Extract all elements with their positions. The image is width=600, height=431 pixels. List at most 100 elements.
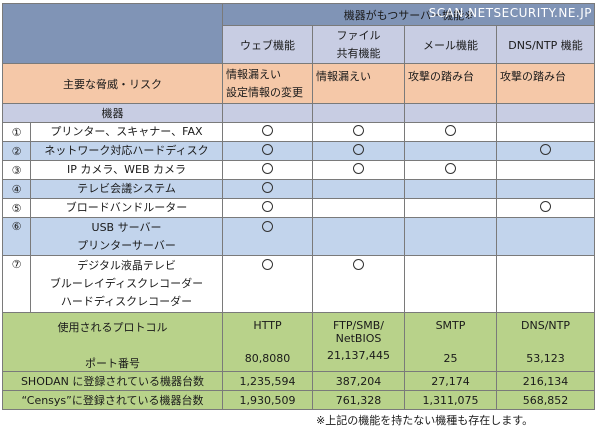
protocol-port-label: 使用されるプロトコル ポート番号 — [2, 312, 223, 372]
server-function-table: 機器がもつサーバー機能※ ウェブ機能 ファイル 共有機能 メール機能 DNS/N… — [2, 3, 596, 410]
server-function-group-header: 機器がもつサーバー機能※ — [221, 3, 596, 26]
device-mail-cell — [404, 160, 497, 180]
shodan-row: SHODAN に登録されている機器台数 1,235,594 387,204 27… — [2, 371, 596, 391]
circle-mark-icon — [262, 182, 273, 193]
protocol-mail-cell: SMTP 25 — [404, 312, 497, 372]
device-name-line: ネットワーク対応ハードディスク — [44, 144, 209, 157]
circle-mark-icon — [262, 259, 273, 270]
col-header-dns: DNS/NTP 機能 — [495, 25, 596, 64]
device-dns-cell — [495, 141, 596, 161]
header-group-row: 機器がもつサーバー機能※ — [2, 3, 596, 64]
devices-header: 機器 — [2, 103, 223, 123]
device-number: ⑥ — [2, 217, 31, 256]
device-name-line: USB サーバー — [91, 220, 162, 234]
device-row: ② ネットワーク対応ハードディスク — [2, 141, 596, 161]
circle-mark-icon — [353, 163, 364, 174]
device-file-cell — [312, 179, 405, 199]
censys-web: 1,930,509 — [222, 390, 313, 410]
device-file-cell — [312, 198, 405, 218]
device-dns-cell — [495, 198, 596, 218]
device-dns-cell — [495, 255, 596, 313]
device-web-cell — [222, 160, 313, 180]
devices-header-blank-file — [312, 103, 405, 123]
header-column-row: ウェブ機能 ファイル 共有機能 メール機能 DNS/NTP 機能 — [3, 25, 596, 64]
censys-label: “Censys”に登録されている機器台数 — [2, 390, 223, 410]
shodan-mail: 27,174 — [404, 371, 497, 391]
device-name: デジタル液晶テレビ ブルーレイディスクレコーダー ハードディスクレコーダー — [30, 255, 223, 313]
circle-mark-icon — [262, 163, 273, 174]
device-file-cell — [312, 255, 405, 313]
device-mail-cell — [404, 217, 497, 256]
footnote: ※上記の機能を持たない機種も存在します。 — [316, 414, 534, 427]
protocol-label: 使用されるプロトコル — [57, 321, 168, 334]
device-web-cell — [222, 255, 313, 313]
threats-row: 主要な脅威・リスク 情報漏えい 設定情報の変更 情報漏えい 攻撃の踏み台 攻撃の… — [2, 63, 596, 104]
device-number: ⑤ — [2, 198, 31, 218]
protocol-file-cell: FTP/SMB/ NetBIOS 21,137,445 — [312, 312, 405, 372]
device-mail-cell — [404, 122, 497, 142]
circle-mark-icon — [540, 144, 552, 155]
device-web-cell — [222, 198, 313, 218]
device-name: ネットワーク対応ハードディスク — [30, 141, 223, 161]
device-mail-cell — [404, 141, 497, 161]
device-dns-cell — [495, 179, 596, 199]
devices-header-blank-mail — [404, 103, 497, 123]
port-mail: 25 — [443, 352, 458, 365]
threats-label: 主要な脅威・リスク — [2, 63, 223, 104]
port-label: ポート番号 — [85, 357, 140, 370]
protocol-mail: SMTP — [435, 319, 466, 332]
port-file: 21,137,445 — [327, 349, 390, 362]
device-name-line: ブロードバンドルーター — [65, 201, 188, 214]
device-name-line: ブルーレイディスクレコーダー — [49, 277, 204, 290]
circle-mark-icon — [262, 125, 273, 136]
circle-mark-icon — [262, 144, 273, 155]
censys-row: “Censys”に登録されている機器台数 1,930,509 761,328 1… — [2, 390, 596, 410]
circle-mark-icon — [445, 163, 456, 174]
device-name-line: デジタル液晶テレビ — [77, 259, 176, 272]
device-web-cell — [222, 122, 313, 142]
device-number: ① — [2, 122, 31, 142]
threat-web: 情報漏えい 設定情報の変更 — [222, 63, 313, 104]
device-row: ⑤ ブロードバンドルーター — [2, 198, 596, 218]
circle-mark-icon — [445, 125, 456, 136]
device-row: ⑥ USB サーバー プリンターサーバー — [2, 217, 596, 256]
header-corner — [2, 3, 223, 64]
protocol-row: 使用されるプロトコル ポート番号 HTTP 80,8080 FTP/SMB/ N… — [2, 312, 596, 372]
circle-mark-icon — [353, 144, 364, 155]
device-row: ④ テレビ会議システム — [2, 179, 596, 199]
col-header-file-line2: 共有機能 — [336, 46, 381, 60]
devices-header-row: 機器 — [2, 103, 596, 123]
device-name: プリンター、スキャナー、FAX — [30, 122, 223, 142]
shodan-web: 1,235,594 — [222, 371, 313, 391]
device-rows: ① プリンター、スキャナー、FAX ② ネットワーク対応ハードディスク ③ IP カメラ、… — [2, 122, 596, 313]
device-name-line: IP カメラ、WEB カメラ — [66, 163, 187, 176]
device-number: ④ — [2, 179, 31, 199]
device-mail-cell — [404, 179, 497, 199]
port-web: 80,8080 — [244, 352, 291, 365]
device-row: ① プリンター、スキャナー、FAX — [2, 122, 596, 142]
censys-file: 761,328 — [312, 390, 405, 410]
device-web-cell — [222, 179, 313, 199]
device-name: テレビ会議システム — [30, 179, 223, 199]
circle-mark-icon — [262, 201, 273, 212]
device-mail-cell — [404, 255, 497, 313]
threat-web-line2: 設定情報の変更 — [226, 85, 303, 99]
device-file-cell — [312, 217, 405, 256]
threat-mail: 攻撃の踏み台 — [404, 63, 497, 104]
protocol-dns-cell: DNS/NTP 53,123 — [495, 312, 596, 372]
watermark: SCAN.NETSECURITY.NE.JP — [428, 6, 592, 20]
port-dns: 53,123 — [526, 352, 565, 365]
protocol-file-line1: FTP/SMB/ — [333, 319, 384, 332]
circle-mark-icon — [353, 259, 364, 270]
shodan-dns: 216,134 — [495, 371, 596, 391]
circle-mark-icon — [262, 221, 273, 232]
device-row: ⑦ デジタル液晶テレビ ブルーレイディスクレコーダー ハードディスクレコーダー — [2, 255, 596, 313]
censys-dns: 568,852 — [495, 390, 596, 410]
device-number: ② — [2, 141, 31, 161]
device-name-line: プリンターサーバー — [77, 238, 176, 252]
circle-mark-icon — [353, 125, 364, 136]
shodan-label: SHODAN に登録されている機器台数 — [2, 371, 223, 391]
device-row: ③ IP カメラ、WEB カメラ — [2, 160, 596, 180]
col-header-file: ファイル 共有機能 — [312, 25, 405, 64]
col-header-file-line1: ファイル — [336, 28, 381, 42]
